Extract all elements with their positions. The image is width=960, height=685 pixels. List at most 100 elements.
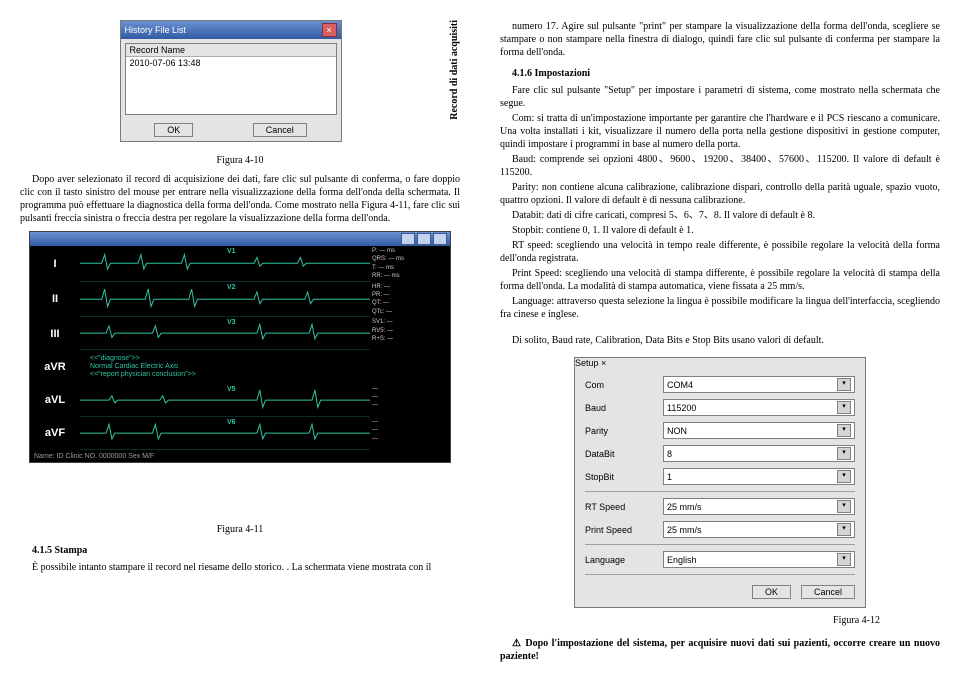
row-com: Com COM4▾ [585, 376, 855, 393]
label-com: Com [585, 380, 657, 390]
para-default: Di solito, Baud rate, Calibration, Data … [500, 334, 940, 347]
combo-databit[interactable]: 8▾ [663, 445, 855, 462]
wave-II [80, 282, 225, 318]
history-buttons: OK Cancel [121, 119, 341, 141]
left-column: History File List × Record Name 2010-07-… [20, 20, 460, 665]
fig-4-11-label: Figura 4-11 [20, 523, 460, 536]
chevron-down-icon[interactable]: ▾ [837, 500, 851, 513]
section-stampa-title: 4.1.5 Stampa [20, 544, 460, 557]
wave-V6: V6 [225, 417, 370, 450]
history-row[interactable]: 2010-07-06 13:48 [126, 57, 336, 69]
ecg-grid: I V1 P: — msQRS: — msT: — msRR: — ms II … [30, 246, 450, 450]
setup-buttons: OK Cancel [585, 581, 855, 599]
combo-parity[interactable]: NON▾ [663, 422, 855, 439]
label-baud: Baud [585, 403, 657, 413]
label-databit: DataBit [585, 449, 657, 459]
combo-rtspeed[interactable]: 25 mm/s▾ [663, 498, 855, 515]
history-side-label: Record di dati acquisiti [449, 20, 460, 120]
stats-3: SV1: —RV5: —R+S: — [370, 317, 450, 350]
row-databit: DataBit 8▾ [585, 445, 855, 462]
history-window: History File List × Record Name 2010-07-… [120, 20, 342, 142]
wave-aVL [80, 384, 225, 417]
row-parity: Parity NON▾ [585, 422, 855, 439]
stats-6: ——— [370, 417, 450, 450]
ecg-window: I V1 P: — msQRS: — msT: — msRR: — ms II … [29, 231, 451, 463]
chevron-down-icon[interactable]: ▾ [837, 470, 851, 483]
cancel-button[interactable]: Cancel [801, 585, 855, 599]
ecg-titlebar [30, 232, 450, 246]
maximize-icon[interactable] [417, 233, 431, 245]
label-stopbit: StopBit [585, 472, 657, 482]
fig-4-12-label: Figura 4-12 [500, 614, 940, 627]
history-titlebar: History File List × [121, 21, 341, 39]
para-rt: RT speed: scegliendo una velocità in tem… [500, 239, 940, 265]
label-language: Language [585, 555, 657, 565]
lead-II: II [30, 282, 80, 318]
para-imp: Fare clic sul pulsante "Setup" per impos… [500, 84, 940, 110]
cancel-button[interactable]: Cancel [253, 123, 307, 137]
separator [585, 544, 855, 545]
para-baud: Baud: comprende sei opzioni 4800、9600、19… [500, 153, 940, 179]
lead-I: I [30, 246, 80, 282]
combo-com[interactable]: COM4▾ [663, 376, 855, 393]
para-com: Com: si tratta di un'impostazione import… [500, 112, 940, 151]
combo-stopbit[interactable]: 1▾ [663, 468, 855, 485]
label-printspeed: Print Speed [585, 525, 657, 535]
diag-line-2: Normal Cardiac Electric Axis [90, 363, 440, 370]
lead-aVF: aVF [30, 417, 80, 450]
bottom-warning: ⚠ Dopo l'impostazione del sistema, per a… [500, 637, 940, 663]
diag-line-3: <<"report physician conclusion">> [90, 371, 440, 378]
window-controls [401, 233, 447, 245]
wave-V2: V2 [225, 282, 370, 318]
diagnose-text: <<"diagnose">> Normal Cardiac Electric A… [80, 350, 450, 383]
combo-baud[interactable]: 115200▾ [663, 399, 855, 416]
setup-titlebar: Setup × [575, 358, 865, 368]
stats-5: ——— [370, 384, 450, 417]
row-printspeed: Print Speed 25 mm/s▾ [585, 521, 855, 538]
stats-2: HR: —PR: —QT: —QTc: — [370, 282, 450, 318]
chevron-down-icon[interactable]: ▾ [837, 401, 851, 414]
history-list[interactable]: Record Name 2010-07-06 13:48 [125, 43, 337, 115]
para-lang: Language: attraverso questa selezione la… [500, 295, 940, 321]
ecg-footer: Name: ID Clinic NO. 0000000 Sex M/F [30, 450, 450, 462]
lead-aVR: aVR [30, 350, 80, 383]
para-after-410: Dopo aver selezionato il record di acqui… [20, 173, 460, 225]
wave-I [80, 246, 225, 282]
section-impostazioni-title: 4.1.6 Impostazioni [500, 67, 940, 80]
ok-button[interactable]: OK [154, 123, 193, 137]
row-stopbit: StopBit 1▾ [585, 468, 855, 485]
combo-printspeed[interactable]: 25 mm/s▾ [663, 521, 855, 538]
chevron-down-icon[interactable]: ▾ [837, 378, 851, 391]
chevron-down-icon[interactable]: ▾ [837, 424, 851, 437]
ok-button[interactable]: OK [752, 585, 791, 599]
lead-III: III [30, 317, 80, 350]
history-title: History File List [125, 25, 187, 35]
combo-language[interactable]: English▾ [663, 551, 855, 568]
para-stopbit: Stopbit: contiene 0, 1. Il valore di def… [500, 224, 940, 237]
close-icon[interactable] [433, 233, 447, 245]
wave-aVF [80, 417, 225, 450]
chevron-down-icon[interactable]: ▾ [837, 523, 851, 536]
chevron-down-icon[interactable]: ▾ [837, 553, 851, 566]
history-figure: History File List × Record Name 2010-07-… [20, 20, 460, 148]
row-language: Language English▾ [585, 551, 855, 568]
wave-V5: V5 [225, 384, 370, 417]
close-icon[interactable]: × [601, 358, 606, 368]
section-stampa-body: È possibile intanto stampare il record n… [20, 561, 460, 574]
wave-III [80, 317, 225, 350]
close-icon[interactable]: × [322, 23, 337, 37]
row-baud: Baud 115200▾ [585, 399, 855, 416]
lead-aVL: aVL [30, 384, 80, 417]
fig-4-10-label: Figura 4-10 [20, 154, 460, 167]
para-num17: numero 17. Agire sul pulsante "print" pe… [500, 20, 940, 59]
row-rtspeed: RT Speed 25 mm/s▾ [585, 498, 855, 515]
minimize-icon[interactable] [401, 233, 415, 245]
chevron-down-icon[interactable]: ▾ [837, 447, 851, 460]
setup-title: Setup [575, 358, 599, 368]
separator [585, 491, 855, 492]
para-databit: Databit: dati di cifre caricati, compres… [500, 209, 940, 222]
para-print: Print Speed: scegliendo una velocità di … [500, 267, 940, 293]
wave-V1: V1 [225, 246, 370, 282]
history-col-header: Record Name [126, 44, 336, 57]
wave-V3: V3 [225, 317, 370, 350]
